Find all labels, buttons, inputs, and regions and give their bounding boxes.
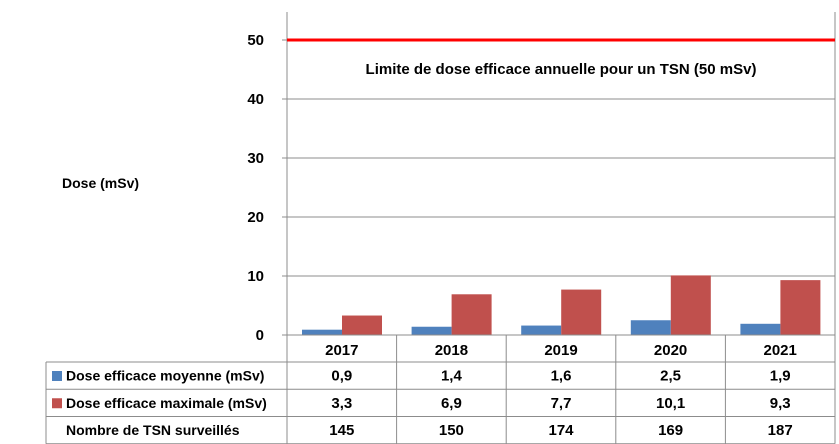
y-axis-label: Dose (mSv) bbox=[62, 175, 139, 191]
y-tick-label: 50 bbox=[247, 32, 264, 49]
bar-moyenne bbox=[630, 320, 671, 335]
table-row-label: Dose efficace maximale (mSv) bbox=[66, 395, 267, 411]
x-tick-label: 2021 bbox=[764, 342, 797, 359]
bar-maximale bbox=[342, 315, 382, 335]
bar-maximale bbox=[561, 289, 602, 335]
x-tick-label: 2019 bbox=[544, 342, 577, 359]
table-cell: 10,1 bbox=[656, 395, 685, 412]
table-cell: 150 bbox=[439, 422, 464, 439]
table-cell: 9,3 bbox=[770, 395, 791, 412]
table-cell: 1,6 bbox=[551, 368, 572, 385]
table-cell: 0,9 bbox=[331, 368, 352, 385]
legend-key bbox=[52, 398, 62, 409]
y-tick-label: 10 bbox=[247, 268, 264, 285]
table-cell: 6,9 bbox=[441, 395, 462, 412]
table-cell: 145 bbox=[329, 422, 354, 439]
bar-moyenne bbox=[302, 329, 342, 335]
bar-moyenne bbox=[521, 325, 562, 335]
x-tick-label: 2017 bbox=[325, 342, 358, 359]
grid bbox=[282, 39, 835, 336]
x-tick-label: 2020 bbox=[654, 342, 687, 359]
bar-maximale bbox=[670, 275, 711, 335]
table-cell: 7,7 bbox=[551, 395, 572, 412]
bar-maximale bbox=[451, 294, 492, 335]
y-axis-ticks: 0 10 20 30 40 50 bbox=[247, 32, 264, 344]
y-tick-label: 30 bbox=[247, 150, 264, 167]
table-row-label: Dose efficace moyenne (mSv) bbox=[66, 368, 264, 384]
legend-key bbox=[52, 371, 62, 381]
table-row-label: Nombre de TSN surveillés bbox=[66, 422, 240, 438]
bar-maximale bbox=[780, 280, 821, 335]
table-cell: 169 bbox=[658, 422, 683, 439]
y-tick-label: 40 bbox=[247, 91, 264, 108]
table-cell: 1,4 bbox=[441, 368, 463, 385]
bar-moyenne bbox=[411, 326, 452, 335]
table-cell: 2,5 bbox=[660, 368, 681, 385]
y-tick-label: 20 bbox=[247, 209, 264, 226]
reference-line-group: Limite de dose efficace annuelle pour un… bbox=[287, 38, 835, 78]
table-cell: 3,3 bbox=[331, 395, 352, 412]
table-cell: 1,9 bbox=[770, 368, 791, 385]
y-tick-label: 0 bbox=[256, 327, 264, 344]
bars bbox=[302, 275, 821, 335]
bar-moyenne bbox=[740, 323, 781, 335]
plot-frame bbox=[286, 12, 836, 335]
x-tick-label: 2018 bbox=[435, 342, 468, 359]
reference-line-label: Limite de dose efficace annuelle pour un… bbox=[366, 61, 757, 78]
table-cell: 174 bbox=[548, 422, 574, 439]
table-cell: 187 bbox=[768, 422, 793, 439]
data-table: 2017 2018 2019 2020 2021 Dose efficace moyenn… bbox=[45, 334, 836, 444]
